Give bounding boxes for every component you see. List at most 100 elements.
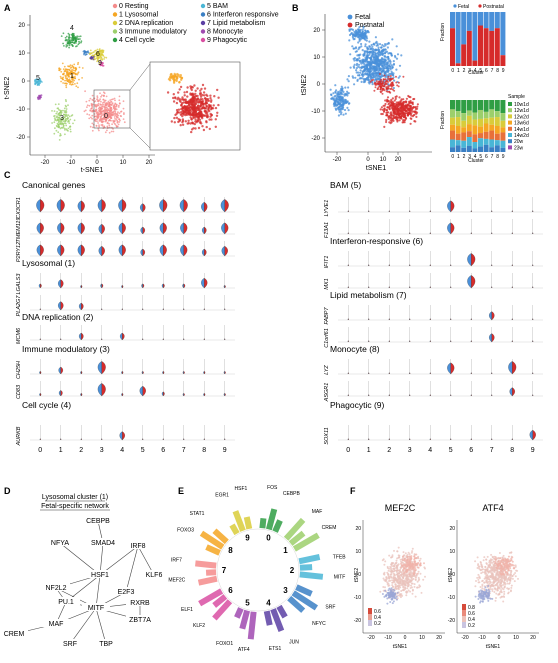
bar2-sample-segment [450,147,455,152]
right-violin-postnatal [492,334,495,342]
fetal-point [360,63,362,65]
mef2c-point [387,583,389,585]
mef2c-point [390,574,392,576]
fetal-point [366,50,368,52]
postnatal-point [416,106,418,108]
zoom-point [187,107,189,109]
bar2-sample-segment [484,145,489,152]
postnatal-point [398,82,400,84]
mef2c-point [400,596,402,598]
cluster-1-point [72,83,74,85]
circos-bar-sector-0 [275,520,280,531]
atf4-point [477,574,479,576]
postnatal-point [385,119,387,121]
mef2c-point [384,560,386,562]
left-violin-postnatal [225,393,226,396]
cluster-7-point [92,57,94,59]
network-node-label: ZBT7A [129,617,151,624]
postnatal-point [385,121,387,123]
mef2c-x-tick: 20 [436,635,442,641]
fetal-point [381,44,383,46]
cluster-3-point [56,126,58,128]
fetal-point [341,88,343,90]
postnatal-point [387,78,389,80]
x-tick-label: 10 [120,160,127,166]
cluster-3-point [58,103,60,105]
zoom-point [205,105,207,107]
cluster-0-point [117,117,119,119]
fetal-point [348,80,350,82]
fetal-point [352,75,354,77]
cluster-3-point [68,127,70,129]
cluster-1-point [65,86,67,88]
cluster-1-point [62,77,64,79]
mef2c-point [400,593,402,595]
left-cluster-tick: 5 [141,447,145,454]
fetal-point [344,99,346,101]
right-violin-fetal [508,361,512,374]
cluster-0-point [94,110,96,112]
left-violin-postnatal [40,245,43,256]
circos-gene-label: MEF2C [168,577,185,583]
circos-sector-label: 7 [222,566,227,575]
left-violin-fetal [141,284,142,288]
fetal-point [378,65,380,67]
cluster-0-point [98,103,100,105]
left-violin-fetal [162,371,163,374]
right-cluster-tick: 0 [346,447,350,454]
postnatal-point [387,88,389,90]
mef2c-point [407,585,409,587]
mef2c-point [423,566,425,568]
legend-dot-cluster-2 [113,21,117,25]
cluster-mark-9: 9 [98,60,102,67]
y-tick-label: 20 [18,23,25,29]
mef2c-point [416,587,418,589]
postnatal-point [384,84,386,86]
bar2-sample-segment [495,140,500,145]
fetal-point [358,32,360,34]
bar2-sample-segment [495,117,500,126]
postnatal-point [385,114,387,116]
mef2c-mid-point [408,568,410,570]
cluster-3-point [68,114,70,116]
legend-dot-cluster-0 [113,4,117,8]
left-violin-postnatal [61,390,63,396]
legend-label-cluster-4: 4 Cell cycle [119,37,155,44]
y-tick-label: 10 [18,51,25,57]
cluster-1-point [71,67,73,69]
postnatal-point [391,82,393,84]
cluster-1-point [70,81,72,83]
postnatal-point [384,107,386,109]
zoom-point [167,91,169,93]
fetal-point [356,54,358,56]
circos-bar-sector-2 [299,557,320,561]
mef2c-point [415,579,417,581]
cluster-3-point [55,113,57,115]
left-violin-fetal [201,202,204,212]
mef2c-point [414,553,416,555]
bar2-sample-segment [456,145,461,152]
mef2c-high-point [390,589,392,591]
bar2-sample-segment [489,131,494,140]
postnatal-point [397,112,399,114]
fetal-point [365,43,367,45]
bar2-sample-segment [484,112,489,118]
zoom-point [180,104,182,106]
fetal-point [376,78,378,80]
fetal-point [332,98,334,100]
zoom-point [176,98,178,100]
bar2-sample-segment [478,147,483,152]
bar2-sample-segment [484,132,489,139]
circos-sector-label: 9 [245,534,250,543]
fetal-point [339,96,341,98]
cluster-4-point [79,38,81,40]
cluster-0-point [104,121,106,123]
cluster-3-point [59,139,61,141]
mef2c-point [395,562,397,564]
mef2c-point [403,586,405,588]
cluster-1-point [74,78,76,80]
bar1-legend-postnatal: Postnatal [483,4,504,10]
bar2-legend-title: Sample [508,94,525,100]
mef2c-point [395,584,397,586]
fetal-point [377,56,379,58]
